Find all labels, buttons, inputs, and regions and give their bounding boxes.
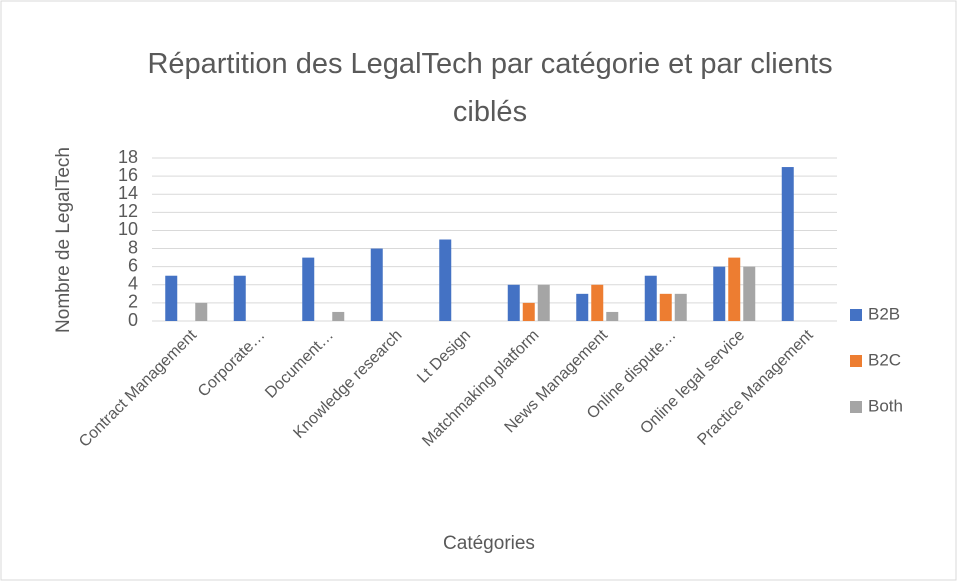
bar: [576, 293, 589, 321]
legend-swatch: [850, 309, 862, 321]
bar: [195, 302, 208, 321]
chart-title: Répartition des LegalTech par catégorie …: [147, 48, 833, 128]
bar: [728, 257, 741, 321]
x-tick-label: Document…: [262, 327, 337, 402]
bar: [522, 302, 535, 321]
bar: [165, 275, 178, 321]
bar: [537, 284, 550, 321]
bar: [781, 167, 794, 321]
legend-swatch: [850, 355, 862, 367]
y-tick-label: 4: [128, 274, 138, 294]
legend-swatch: [850, 401, 862, 413]
y-axis-label: Nombre de LegalTech: [53, 147, 74, 333]
bar: [591, 284, 604, 321]
y-tick-label: 14: [118, 183, 138, 203]
bar: [743, 266, 756, 321]
legend-label: Both: [868, 396, 903, 415]
bar: [507, 284, 520, 321]
bar: [233, 275, 246, 321]
x-tick-label: Corporate…: [195, 327, 269, 401]
x-tick-label: Contract Management: [76, 326, 200, 450]
bar: [332, 311, 345, 321]
y-tick-label: 8: [128, 237, 138, 257]
y-tick-label: 0: [128, 310, 138, 330]
bar: [644, 275, 657, 321]
x-tick-label: Lt Design: [414, 327, 474, 387]
y-tick-label: 18: [118, 147, 138, 167]
bar: [606, 311, 619, 321]
y-tick-label: 6: [128, 255, 138, 275]
y-tick-label: 2: [128, 292, 138, 312]
legend-label: B2C: [868, 350, 901, 369]
y-tick-label: 16: [118, 165, 138, 185]
y-tick-label: 10: [118, 219, 138, 239]
bar: [370, 248, 383, 321]
bar: [302, 257, 315, 321]
bar: [659, 293, 672, 321]
y-tick-label: 12: [118, 201, 138, 221]
bar: [674, 293, 687, 321]
x-tick-label: Matchmaking platform: [419, 327, 542, 450]
bar: [439, 239, 452, 321]
bar: [713, 266, 726, 321]
legend-label: B2B: [868, 304, 900, 323]
x-axis-label: Catégories: [443, 533, 535, 554]
x-tick-label: Practice Management: [694, 326, 816, 448]
